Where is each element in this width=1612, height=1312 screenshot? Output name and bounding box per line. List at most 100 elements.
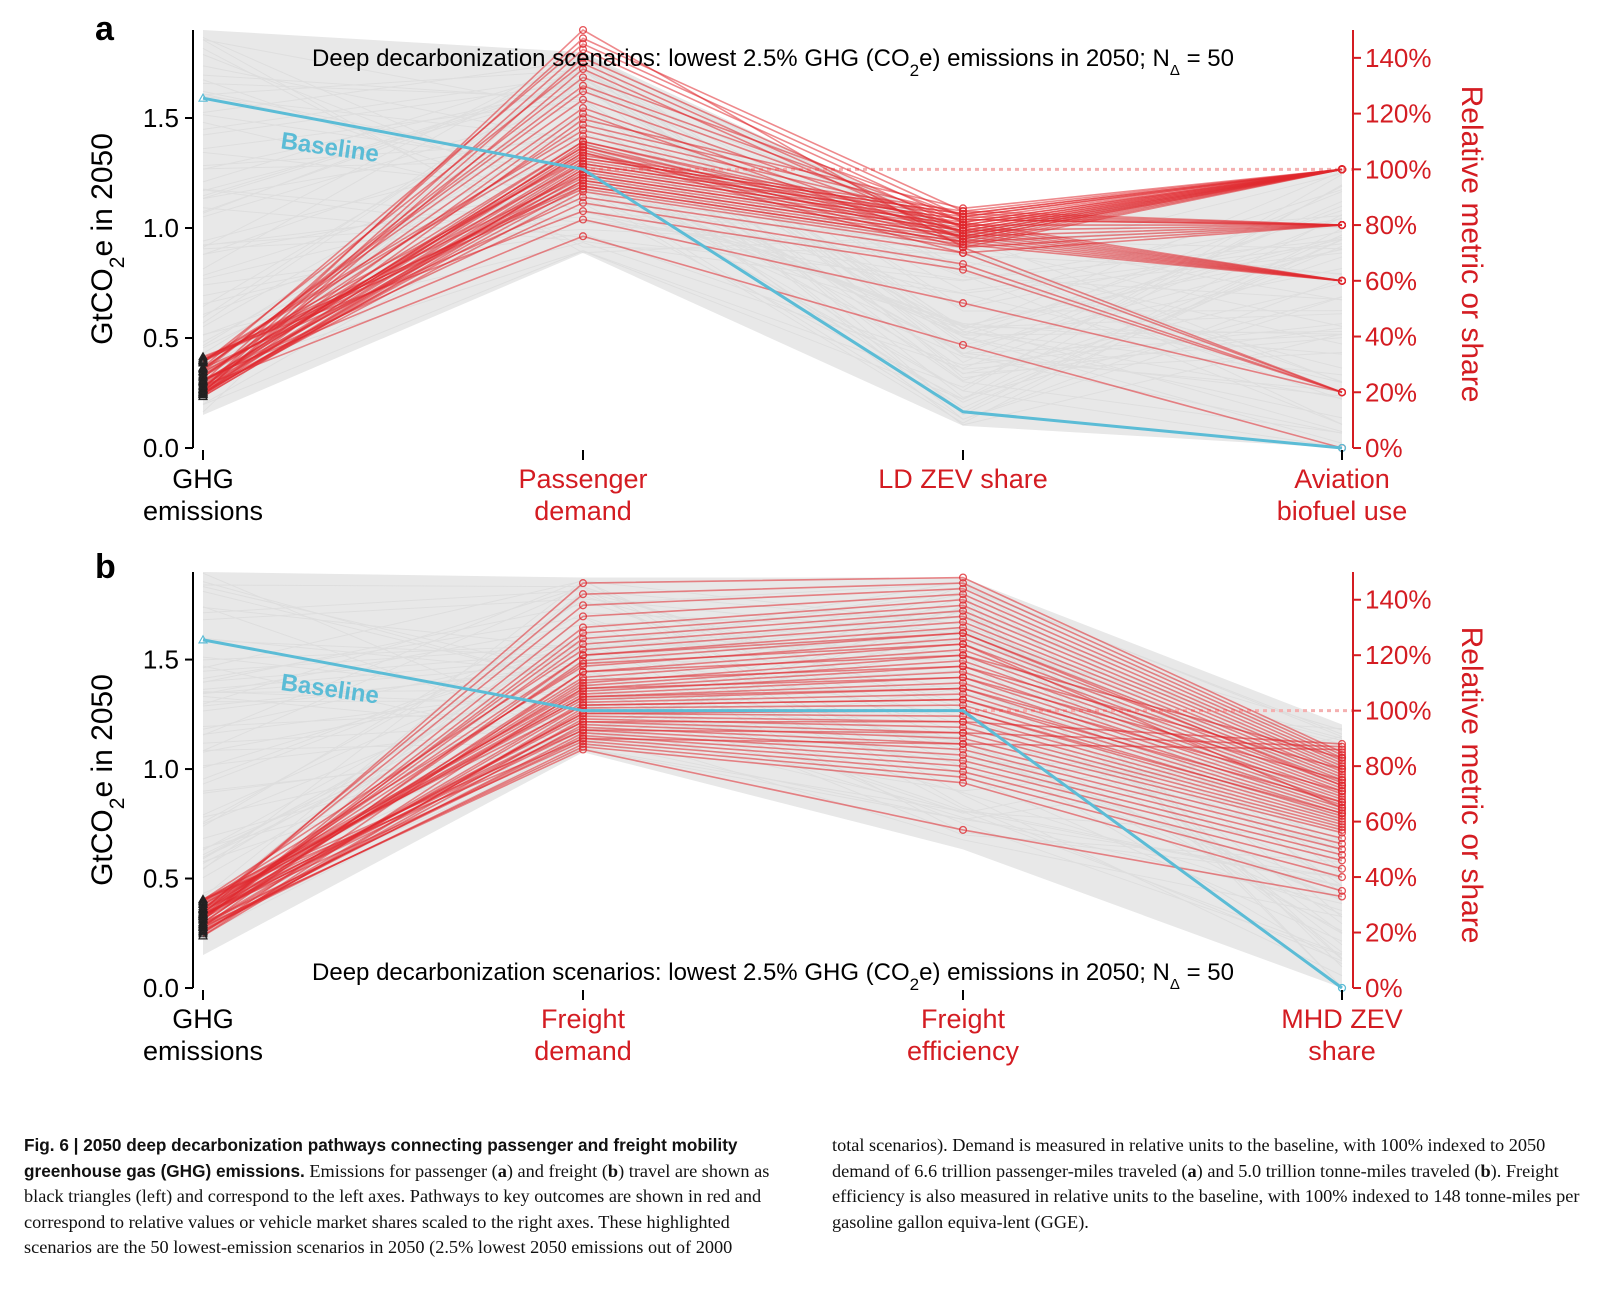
panel-title: Deep decarbonization scenarios: lowest 2… [312,959,1234,994]
scenario-point [958,656,968,665]
caption-left-column: Fig. 6 | 2050 deep decarbonization pathw… [24,1133,796,1261]
scenario-point [578,25,588,35]
background-scenario-line [202,605,1343,768]
ghg-triangle-marker [198,376,208,386]
scenario-point [578,34,588,43]
scenario-point [958,237,968,246]
ghg-triangle-marker [198,391,208,400]
scenario-line [202,29,1343,390]
category-label: GHG [172,1004,234,1034]
right-tick-label: 40% [1365,322,1417,352]
scenario-line [202,157,1343,391]
background-scenario-line [202,82,1343,376]
scenario-point [958,601,968,610]
ghg-triangle-marker [198,921,208,931]
scenario-line [202,654,1343,923]
scenario-point [958,728,968,737]
category-label: efficiency [907,1036,1020,1066]
background-scenario-line [202,96,1343,426]
left-axis-label: GtCO2e in 2050 [86,133,129,345]
ghg-triangle-marker [198,380,208,390]
scenario-point [958,628,968,638]
scenario-point [1337,834,1347,843]
right-tick-label: 100% [1365,696,1432,726]
scenario-point [958,226,968,235]
background-scenario-line [202,721,1343,932]
scenario-point [1337,803,1347,812]
scenario-line [202,168,1343,359]
scenario-line [202,62,1343,364]
scenario-line [202,643,1343,913]
panel-letter: b [95,548,116,586]
background-scenario-line [202,700,1343,905]
scenario-point [958,232,968,241]
right-axis-label: Relative metric or share [1455,86,1488,403]
scenario-line [202,140,1343,387]
ghg-triangle-marker [198,930,208,940]
scenario-point [578,726,588,735]
scenario-point [958,767,968,776]
left-tick-label: 1.0 [143,213,179,243]
background-scenario-line [202,579,1343,977]
scenario-line [202,720,1343,917]
scenario-point [578,645,588,654]
background-scenario-line [202,139,1343,397]
scenario-point [578,154,588,163]
ghg-triangle-marker [198,928,208,938]
scenario-point [958,750,968,760]
ghg-emission-markers [198,351,208,401]
highlighted-scenarios [202,25,1347,453]
left-tick-label: 1.5 [143,645,179,675]
scenario-line [202,615,1343,918]
scenario-point [1337,892,1347,901]
baseline-line [202,96,1343,450]
background-scenario-line [202,580,1343,870]
left-axis-label: GtCO2e in 2050 [86,674,129,886]
scenario-line [202,135,1342,362]
scenario-line [202,732,1343,929]
category-label: biofuel use [1277,496,1408,526]
background-scenario-line [202,185,1343,388]
category-label: demand [534,1036,632,1066]
scenario-line [202,704,1343,937]
scenario-line [202,190,1343,394]
scenario-line [202,718,1343,933]
scenario-point [958,584,968,593]
background-scenario-line [202,159,1343,374]
ghg-triangle-marker [198,362,208,371]
scenario-point [578,667,588,676]
scenario-point [1337,781,1347,790]
category-label: Freight [921,1004,1006,1034]
scenario-point [958,662,968,671]
background-scenario-line [202,228,1343,425]
ghg-triangle-marker [198,372,208,381]
scenario-point [1337,864,1347,873]
scenario-point [1337,839,1347,848]
scenario-point [958,299,968,308]
scenario-point [578,215,588,224]
baseline-line [202,638,1343,990]
scenario-point [578,115,588,124]
category-label: demand [534,496,632,526]
scenario-point [958,634,968,643]
scenario-line [202,129,1343,361]
background-scenario-line [202,608,1343,988]
scenario-point [1337,775,1347,785]
scenario-line [202,582,1343,911]
ghg-triangle-marker [198,911,208,921]
scenario-point [958,248,968,257]
scenario-point [578,64,588,74]
scenario-point [958,678,968,687]
scenario-point [958,667,968,676]
scenario-point [1337,753,1347,762]
category-label: LD ZEV share [878,464,1048,494]
scenario-point [1337,388,1347,397]
right-tick-label: 20% [1365,918,1417,948]
background-scenario-line [202,131,1343,301]
scenario-line [202,68,1343,393]
scenario-point [958,651,968,660]
scenario-point [1337,165,1347,174]
scenario-point [578,579,588,588]
